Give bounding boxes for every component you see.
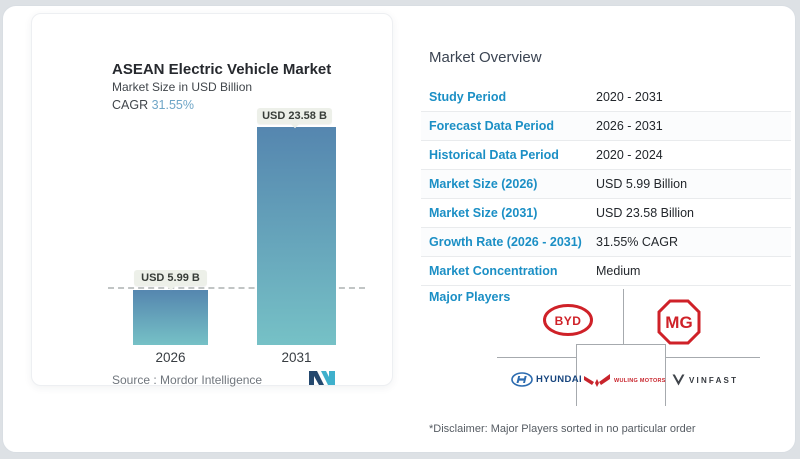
hyundai-logo-text: HYUNDAI xyxy=(536,374,583,385)
value-label-2031: USD 23.58 B xyxy=(257,108,332,124)
cagr-label: CAGR xyxy=(112,98,152,112)
byd-logo-text: BYD xyxy=(555,314,582,328)
wuling-wings-icon xyxy=(584,374,610,387)
market-size-chart-card: ASEAN Electric Vehicle Market Market Siz… xyxy=(31,13,393,387)
source-attribution: Source : Mordor Intelligence xyxy=(112,373,262,387)
source-value: Mordor Intelligence xyxy=(160,373,263,387)
table-row-market-concentration: Market Concentration Medium xyxy=(421,257,791,286)
wuling-logo-text: WULING MOTORS xyxy=(614,378,666,384)
infographic-card: ASEAN Electric Vehicle Market Market Siz… xyxy=(2,5,796,453)
table-row-market-size-2031: Market Size (2031) USD 23.58 Billion xyxy=(421,199,791,228)
bar-2026 xyxy=(133,290,208,345)
connector-horizontal-line-left xyxy=(497,357,576,358)
value-label-2026: USD 5.99 B xyxy=(134,270,207,286)
source-label: Source : xyxy=(112,373,161,387)
hyundai-logo: HYUNDAI xyxy=(511,372,582,387)
chart-title: ASEAN Electric Vehicle Market xyxy=(112,61,332,78)
table-row-historical-period: Historical Data Period 2020 - 2024 xyxy=(421,141,791,170)
row-label: Historical Data Period xyxy=(429,148,559,162)
hyundai-emblem-icon xyxy=(511,372,533,387)
mordor-intelligence-logo-icon xyxy=(309,371,335,385)
reference-dashed-line xyxy=(108,287,365,289)
x-axis-label-2026: 2026 xyxy=(155,350,186,365)
row-value: 2026 - 2031 xyxy=(596,119,663,133)
row-value: USD 23.58 Billion xyxy=(596,206,694,220)
cagr-value: 31.55% xyxy=(151,98,194,112)
overview-heading: Market Overview xyxy=(429,49,542,66)
row-value: 2020 - 2024 xyxy=(596,148,663,162)
vinfast-logo: VINFAST xyxy=(672,374,738,386)
x-axis-label-2031: 2031 xyxy=(281,350,312,365)
connector-center-box xyxy=(576,344,666,406)
cagr-line: CAGR 31.55% xyxy=(112,98,194,112)
row-value: 31.55% CAGR xyxy=(596,235,678,249)
table-row-market-size-2026: Market Size (2026) USD 5.99 Billion xyxy=(421,170,791,199)
overview-table: Study Period 2020 - 2031 Forecast Data P… xyxy=(421,83,791,286)
major-players-label: Major Players xyxy=(429,290,511,304)
bar-2031 xyxy=(257,127,336,345)
table-row-study-period: Study Period 2020 - 2031 xyxy=(421,83,791,112)
row-value: USD 5.99 Billion xyxy=(596,177,688,191)
disclaimer-text: *Disclaimer: Major Players sorted in no … xyxy=(429,423,696,435)
row-label: Market Size (2026) xyxy=(429,177,538,191)
connector-vertical-line xyxy=(623,289,624,344)
row-label: Growth Rate (2026 - 2031) xyxy=(429,235,582,249)
vinfast-logo-text: VINFAST xyxy=(689,375,739,385)
chart-subtitle: Market Size in USD Billion xyxy=(112,80,253,94)
row-label: Forecast Data Period xyxy=(429,119,555,133)
table-row-growth-rate: Growth Rate (2026 - 2031) 31.55% CAGR xyxy=(421,228,791,257)
vinfast-v-icon xyxy=(672,374,685,386)
row-label: Market Concentration xyxy=(429,264,558,278)
row-label: Market Size (2031) xyxy=(429,206,538,220)
table-row-forecast-period: Forecast Data Period 2026 - 2031 xyxy=(421,112,791,141)
row-value: 2020 - 2031 xyxy=(596,90,663,104)
mg-logo: MG xyxy=(657,299,701,345)
connector-horizontal-line-right xyxy=(666,357,760,358)
row-label: Study Period xyxy=(429,90,507,104)
mg-logo-text: MG xyxy=(665,313,692,332)
byd-logo: BYD xyxy=(543,304,593,336)
row-value: Medium xyxy=(596,264,641,278)
wuling-logo: WULING MOTORS xyxy=(583,372,666,390)
